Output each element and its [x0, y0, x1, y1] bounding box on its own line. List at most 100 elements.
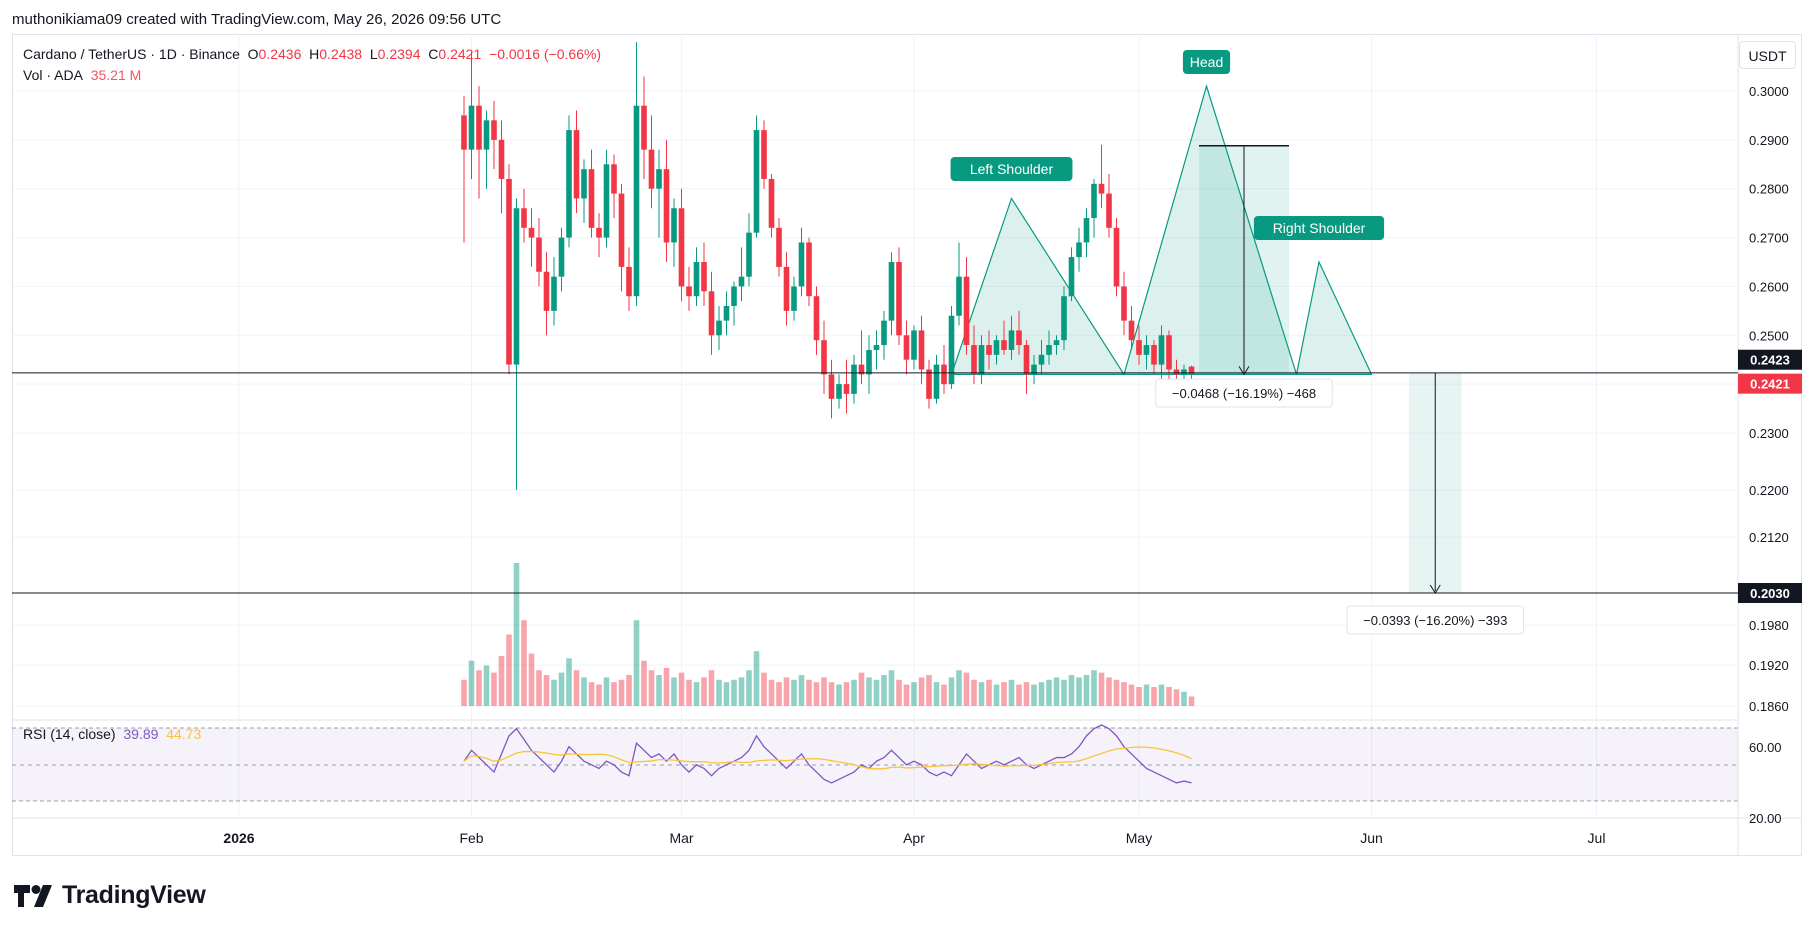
candle-body: [956, 276, 962, 316]
volume-bar: [776, 682, 782, 706]
volume-bar: [701, 677, 707, 706]
volume-label[interactable]: Vol · ADA: [23, 67, 83, 83]
volume-bar: [536, 670, 542, 706]
low-label: L: [369, 46, 378, 62]
candle-body: [1151, 345, 1157, 365]
symbol-legend: Cardano / TetherUS · 1D · Binance O0.243…: [23, 44, 601, 86]
volume-bar: [1038, 682, 1045, 706]
candle-body: [776, 227, 782, 267]
candle-body: [506, 178, 512, 365]
volume-bar: [866, 677, 872, 706]
volume-bar: [573, 670, 580, 706]
candle-body: [1188, 366, 1195, 374]
candle-body: [1038, 354, 1045, 365]
volume-bar: [1001, 682, 1007, 706]
volume-bar: [1031, 684, 1037, 706]
volume-bar: [506, 634, 512, 706]
time-tick-label: Feb: [459, 830, 483, 846]
candle-body: [716, 320, 722, 336]
price-tick-label: 0.1980: [1749, 618, 1789, 633]
volume-bar: [708, 670, 715, 706]
time-tick-label: Jun: [1360, 830, 1383, 846]
candle-body: [806, 242, 812, 297]
volume-bar: [693, 682, 700, 706]
candle-body: [941, 364, 947, 385]
target-arrowhead: [1429, 584, 1441, 594]
candle-body: [1016, 330, 1022, 346]
volume-bar: [468, 660, 475, 706]
candle-body: [1173, 369, 1180, 375]
candle-body: [731, 286, 737, 306]
price-tick-label: 0.2900: [1749, 133, 1789, 148]
volume-bar: [971, 679, 977, 706]
candle-body: [678, 208, 685, 287]
volume-bar: [476, 670, 482, 706]
target-measure-label-bg: [1346, 605, 1524, 635]
current-price-badge: 0.2421: [1750, 377, 1790, 392]
head-measure-arrowhead: [1238, 366, 1250, 376]
volume-bar: [911, 682, 917, 706]
price-tick-label: 0.3000: [1749, 84, 1789, 99]
rsi-tick-label: 60.00: [1749, 740, 1782, 755]
volume-bar: [978, 682, 985, 706]
right-shoulder-label-bg: [1253, 216, 1385, 240]
volume-bar: [1068, 675, 1075, 706]
candle-body: [1031, 364, 1037, 375]
volume-bar: [521, 620, 527, 706]
head-triangle: [1123, 84, 1298, 375]
rsi-tick-label: 20.00: [1749, 811, 1782, 826]
volume-bar: [873, 679, 880, 706]
left-shoulder-triangle: [950, 197, 1126, 375]
candle-body: [1001, 340, 1007, 350]
candle-body: [798, 242, 805, 287]
current-price-badge-bg: [1738, 373, 1802, 394]
volume-bar: [716, 679, 722, 706]
volume-bar: [566, 658, 572, 706]
volume-bar: [1173, 689, 1180, 706]
candle-body: [581, 169, 587, 199]
volume-bar: [806, 679, 812, 706]
volume-bar: [941, 684, 947, 706]
time-tick-label: Mar: [669, 830, 693, 846]
candle-body: [896, 262, 902, 336]
volume-bar: [926, 675, 932, 706]
volume-bar: [1151, 686, 1157, 706]
tradingview-logo-text: TradingView: [62, 881, 206, 909]
rsi-ma-line: [463, 746, 1192, 770]
candle-body: [828, 374, 835, 399]
open-label: O: [247, 46, 259, 62]
candle-body: [986, 345, 992, 355]
volume-bar: [1188, 696, 1195, 706]
target-price-badge: 0.2030: [1750, 586, 1790, 601]
volume-bar: [461, 679, 467, 706]
candle-body: [761, 130, 767, 179]
volume-bar: [731, 679, 737, 706]
rsi-label[interactable]: RSI (14, close): [23, 726, 116, 742]
candle-body: [641, 105, 647, 150]
volume-bar: [663, 667, 670, 706]
currency-unit-button[interactable]: USDT: [1739, 41, 1796, 69]
candle-body: [1136, 340, 1142, 355]
candle-body: [753, 130, 760, 233]
price-tick-label: 0.2120: [1749, 530, 1789, 545]
volume-bar: [656, 675, 662, 706]
volume-value: 35.21 M: [90, 67, 142, 83]
volume-bar: [851, 679, 857, 706]
time-tick-label: 2026: [223, 830, 254, 846]
head-measure-label-bg: [1155, 378, 1333, 408]
candle-body: [836, 384, 842, 399]
candle-body: [633, 105, 640, 297]
candle-body: [1053, 340, 1060, 346]
volume-bar: [843, 682, 850, 706]
volume-bar: [498, 655, 505, 706]
candle-body: [723, 305, 730, 321]
volume-bar: [948, 677, 955, 706]
candle-body: [543, 271, 550, 311]
volume-bar: [888, 670, 895, 706]
volume-bar: [986, 679, 992, 706]
volume-bar: [738, 677, 745, 706]
tradingview-logo[interactable]: TradingView: [14, 881, 206, 910]
symbol-name[interactable]: Cardano / TetherUS · 1D · Binance: [23, 46, 240, 62]
candle-body: [971, 345, 977, 375]
